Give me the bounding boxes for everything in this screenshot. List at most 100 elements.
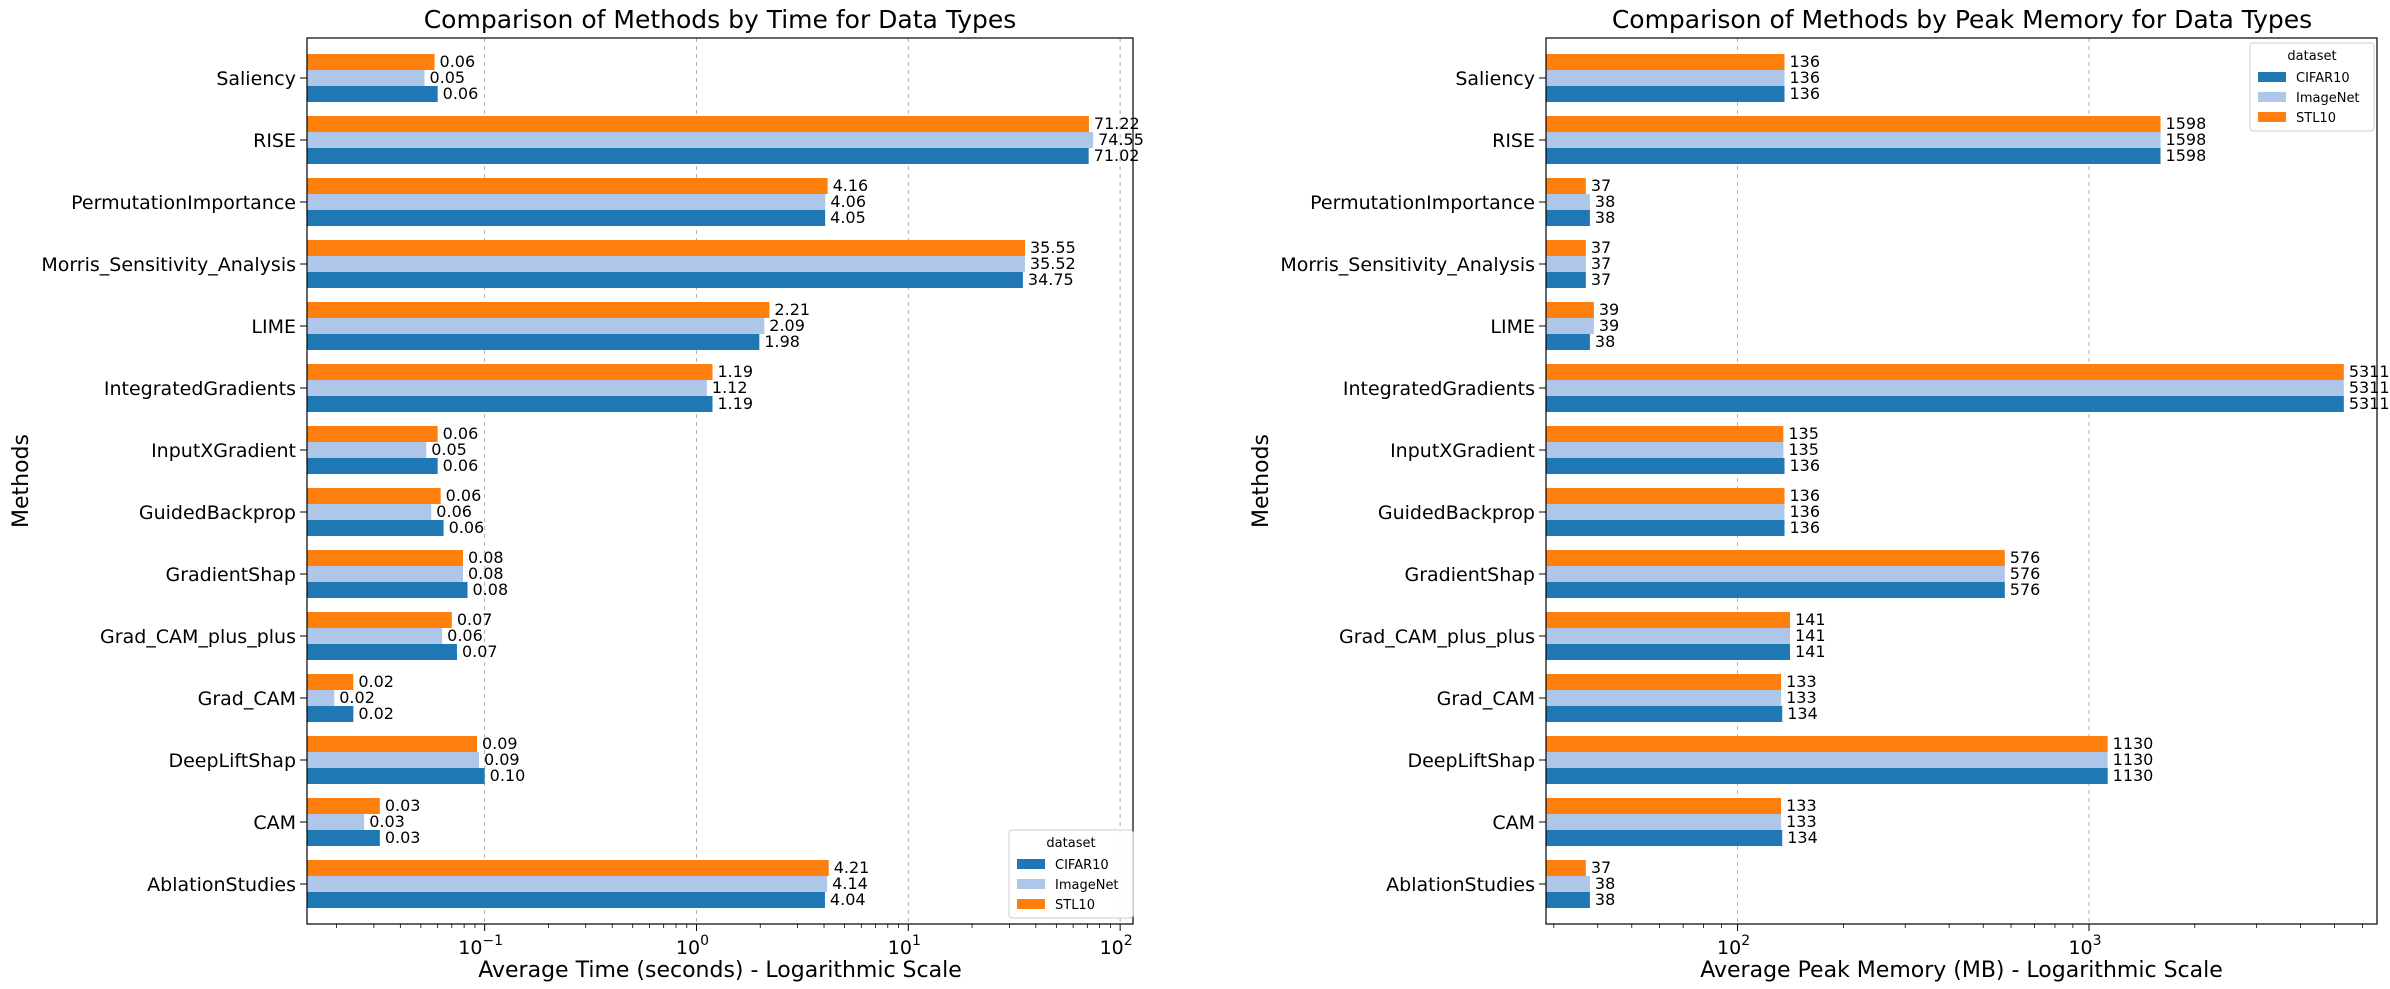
bar-ImageNet (307, 690, 335, 706)
bar-ImageNet (307, 876, 828, 892)
data-label: 1130 (2113, 750, 2154, 769)
data-label: 38 (1595, 874, 1615, 893)
bar-STL10 (307, 612, 452, 628)
chart-title: Comparison of Methods by Time for Data T… (424, 5, 1017, 34)
bar-STL10 (1546, 736, 2108, 752)
category-label: Morris_Sensitivity_Analysis (1280, 254, 1535, 276)
category-label: DeepLiftShap (1407, 750, 1535, 772)
legend-swatch-CIFAR10 (2258, 72, 2286, 82)
bar-CIFAR10 (307, 148, 1089, 164)
data-label: 0.03 (385, 796, 421, 815)
category-label: CAM (1492, 812, 1535, 834)
legend-swatch-ImageNet (1017, 879, 1045, 889)
bar-CIFAR10 (307, 644, 457, 660)
category-label: IntegratedGradients (104, 378, 296, 400)
category-label: IntegratedGradients (1343, 378, 1535, 400)
data-label: 37 (1591, 270, 1611, 289)
bar-STL10 (1546, 612, 1791, 628)
data-label: 39 (1599, 300, 1619, 319)
data-label: 136 (1790, 486, 1821, 505)
x-tick-label: 100 (676, 933, 709, 959)
bar-ImageNet (307, 628, 443, 644)
category-label: LIME (251, 316, 296, 338)
bar-CIFAR10 (1546, 210, 1590, 226)
bar-ImageNet (307, 194, 826, 210)
data-label: 136 (1790, 68, 1821, 87)
category-label: RISE (1492, 130, 1535, 152)
data-label: 1.19 (717, 394, 753, 413)
bar-CIFAR10 (307, 86, 438, 102)
data-label: 1598 (2166, 114, 2207, 133)
x-axis-label: Average Time (seconds) - Logarithmic Sca… (478, 958, 962, 983)
bar-STL10 (307, 674, 354, 690)
bar-STL10 (1546, 488, 1785, 504)
bar-CIFAR10 (1546, 520, 1785, 536)
data-label: 37 (1591, 238, 1611, 257)
data-label: 0.08 (468, 564, 504, 583)
category-label: Saliency (1455, 68, 1535, 90)
bar-STL10 (307, 798, 380, 814)
data-label: 4.05 (830, 208, 866, 227)
bar-CIFAR10 (1546, 830, 1783, 846)
bar-CIFAR10 (307, 892, 825, 908)
category-label: GradientShap (1404, 564, 1535, 586)
bar-CIFAR10 (1546, 334, 1590, 350)
bar-STL10 (307, 488, 441, 504)
bar-STL10 (1546, 116, 2161, 132)
legend-title: dataset (1046, 836, 1095, 851)
data-label: 136 (1790, 518, 1821, 537)
bar-STL10 (1546, 178, 1586, 194)
data-label: 38 (1595, 192, 1615, 211)
data-label: 1130 (2113, 734, 2154, 753)
x-axis-label: Average Peak Memory (MB) - Logarithmic S… (1700, 958, 2223, 983)
bar-ImageNet (1546, 194, 1590, 210)
data-label: 1598 (2166, 130, 2207, 149)
data-label: 1130 (2113, 766, 2154, 785)
data-label: 1.19 (717, 362, 753, 381)
bar-CIFAR10 (1546, 706, 1783, 722)
data-label: 133 (1786, 672, 1817, 691)
category-label: Grad_CAM_plus_plus (1339, 626, 1535, 648)
bar-ImageNet (1546, 752, 2108, 768)
bar-ImageNet (1546, 442, 1784, 458)
data-label: 136 (1790, 456, 1821, 475)
data-label: 576 (2010, 548, 2041, 567)
data-label: 135 (1788, 424, 1819, 443)
data-label: 0.09 (484, 750, 520, 769)
category-label: Grad_CAM (1437, 688, 1535, 710)
bar-CIFAR10 (1546, 458, 1785, 474)
data-label: 5311 (2349, 362, 2390, 381)
category-label: InputXGradient (151, 440, 296, 462)
bar-ImageNet (1546, 876, 1590, 892)
bar-CIFAR10 (307, 210, 826, 226)
category-label: GuidedBackprop (139, 502, 296, 524)
bar-STL10 (307, 860, 829, 876)
category-label: PermutationImportance (71, 192, 296, 214)
data-label: 2.21 (774, 300, 810, 319)
bar-STL10 (307, 550, 463, 566)
data-label: 135 (1788, 440, 1819, 459)
chart-title: Comparison of Methods by Peak Memory for… (1612, 5, 2312, 34)
bar-STL10 (307, 178, 828, 194)
category-label: Saliency (216, 68, 296, 90)
bar-CIFAR10 (1546, 768, 2108, 784)
bar-CIFAR10 (1546, 644, 1791, 660)
bar-STL10 (1546, 364, 2344, 380)
data-label: 39 (1599, 316, 1619, 335)
bar-CIFAR10 (1546, 892, 1590, 908)
data-label: 0.03 (385, 828, 421, 847)
bar-ImageNet (1546, 628, 1791, 644)
bar-CIFAR10 (307, 520, 444, 536)
bar-CIFAR10 (1546, 86, 1785, 102)
category-label: CAM (253, 812, 296, 834)
data-label: 0.07 (457, 610, 493, 629)
data-label: 4.06 (830, 192, 866, 211)
data-label: 1.12 (712, 378, 748, 397)
data-label: 134 (1787, 704, 1818, 723)
category-label: GradientShap (165, 564, 296, 586)
data-label: 5311 (2349, 394, 2390, 413)
bar-CIFAR10 (307, 830, 380, 846)
bar-ImageNet (1546, 690, 1782, 706)
bar-STL10 (1546, 54, 1785, 70)
data-label: 136 (1790, 502, 1821, 521)
